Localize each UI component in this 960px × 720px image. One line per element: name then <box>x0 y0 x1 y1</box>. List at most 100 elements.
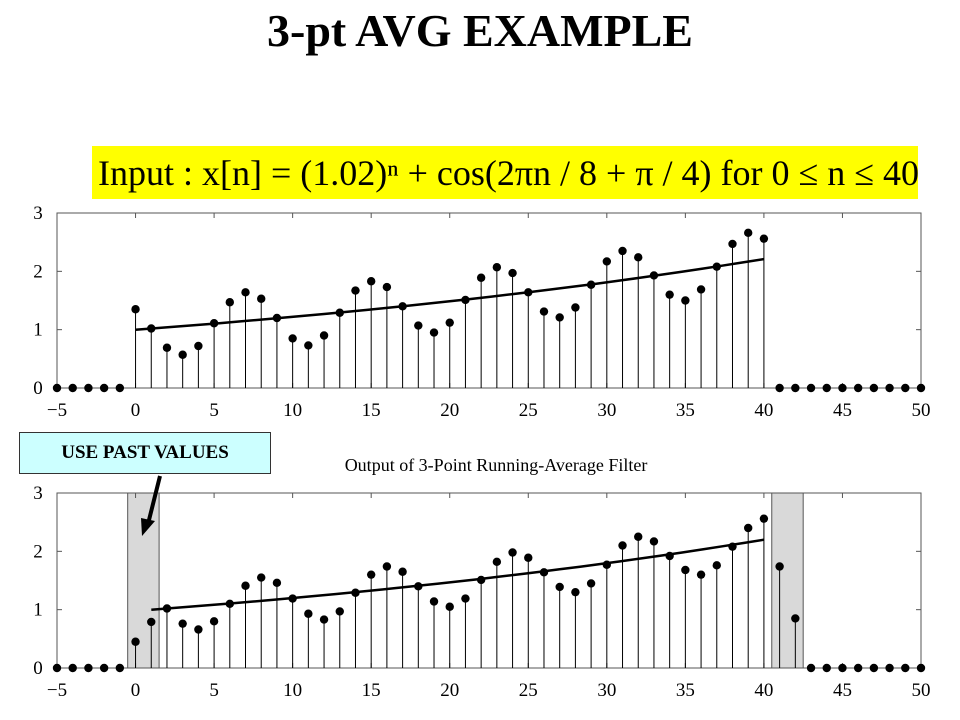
x-tick-label: 50 <box>912 680 931 701</box>
stem-marker <box>885 663 894 673</box>
y-tick-label: 0 <box>33 378 43 399</box>
x-tick-label: 10 <box>283 680 302 701</box>
y-tick-label: 1 <box>33 320 43 341</box>
x-tick-label: 40 <box>754 680 773 701</box>
x-tick-label: 0 <box>131 680 141 701</box>
x-tick-label: 45 <box>833 400 852 421</box>
stem-marker <box>131 637 140 646</box>
stem-marker <box>853 663 863 673</box>
formula-box: Input : x[n] = (1.02)ⁿ + cos(2πn / 8 + π… <box>92 146 919 199</box>
stem-marker <box>257 573 266 582</box>
callout-arrow-shaft <box>146 475 162 525</box>
y-tick-label: 0 <box>33 658 43 679</box>
stem-marker <box>52 663 62 673</box>
stem-marker <box>791 383 800 393</box>
stem-marker <box>916 383 926 393</box>
stem-marker <box>681 565 690 575</box>
stem-marker <box>586 579 596 588</box>
stem-marker <box>445 602 454 611</box>
stem-marker <box>99 383 109 393</box>
stem-marker <box>115 663 125 673</box>
stem-marker <box>194 341 203 351</box>
stem-marker <box>492 557 502 567</box>
x-tick-label: 35 <box>676 680 695 701</box>
stem-marker <box>508 548 517 557</box>
stem-marker <box>759 234 769 243</box>
stem-marker <box>382 562 392 571</box>
y-tick-label: 2 <box>33 541 43 562</box>
x-tick-label: 30 <box>597 680 616 701</box>
stem-marker <box>366 570 376 579</box>
stem-marker <box>429 597 439 606</box>
stem-marker <box>681 296 690 305</box>
shaded-region <box>771 492 804 669</box>
y-tick-label: 2 <box>33 261 43 282</box>
stem-marker <box>775 383 784 393</box>
callout-arrow-head <box>141 518 155 536</box>
stem-marker <box>838 383 847 393</box>
stem-marker <box>445 318 454 327</box>
stem-marker <box>618 246 627 256</box>
stem-marker <box>99 663 109 673</box>
x-tick-label: 15 <box>362 400 381 421</box>
stem-marker <box>241 288 250 297</box>
stem-marker <box>209 617 219 626</box>
stem-marker <box>665 290 674 299</box>
stem-marker <box>84 383 93 393</box>
stem-marker <box>696 570 706 579</box>
stem-marker <box>901 383 910 393</box>
stem-marker <box>288 334 297 343</box>
stem-marker <box>194 625 203 634</box>
stem-marker <box>806 383 816 393</box>
stem-marker <box>869 663 879 673</box>
stem-marker <box>649 537 659 546</box>
stem-marker <box>52 383 62 393</box>
stem-marker <box>869 383 879 393</box>
stem-marker <box>806 663 816 673</box>
x-tick-label: 25 <box>519 680 538 701</box>
x-tick-label: 10 <box>283 400 302 421</box>
stem-marker <box>241 581 250 590</box>
use-past-values-callout: USE PAST VALUES <box>19 432 271 474</box>
stem-marker <box>476 273 486 282</box>
x-tick-label: 25 <box>519 400 538 421</box>
trend-line <box>135 257 765 331</box>
stem-marker <box>68 383 77 393</box>
stem-marker <box>304 341 313 350</box>
stem-marker <box>429 328 439 337</box>
stem-marker <box>382 282 392 292</box>
stem-marker <box>335 607 344 616</box>
stem-marker <box>853 383 863 393</box>
x-tick-label: −5 <box>47 680 67 701</box>
x-tick-label: 20 <box>440 680 459 701</box>
stem-marker <box>822 383 831 393</box>
stem-marker <box>555 582 564 592</box>
slide-title: 3-pt AVG EXAMPLE <box>267 5 693 56</box>
stem-marker <box>398 567 407 576</box>
stem-marker <box>272 578 282 588</box>
stem-marker <box>225 298 234 307</box>
stem-marker <box>524 553 533 562</box>
stem-marker <box>68 663 77 673</box>
stem-marker <box>571 303 580 312</box>
stem-marker <box>147 617 156 627</box>
stem-marker <box>115 383 125 393</box>
stem-marker <box>492 263 502 272</box>
stem-marker <box>775 562 784 571</box>
stem-marker <box>712 561 721 570</box>
stem-marker <box>319 615 329 624</box>
stem-marker <box>131 305 140 314</box>
stem-marker <box>178 619 187 628</box>
stem-marker <box>508 268 517 278</box>
stem-marker <box>319 331 329 340</box>
chart-title: Output of 3-Point Running-Average Filter <box>345 455 648 475</box>
stem-marker <box>791 614 800 623</box>
stem-marker <box>257 294 266 303</box>
x-tick-label: 35 <box>676 400 695 421</box>
stem-marker <box>901 663 910 673</box>
x-tick-label: 20 <box>440 400 459 421</box>
stem-marker <box>885 383 894 393</box>
